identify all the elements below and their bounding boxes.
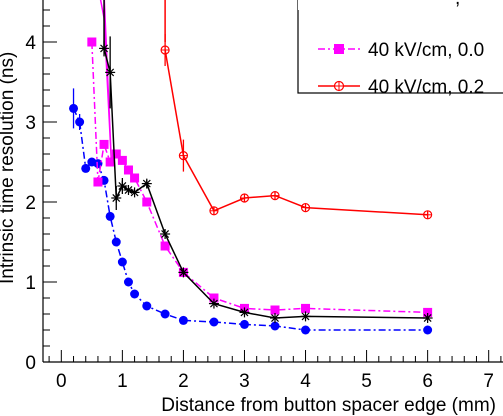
data-point — [129, 187, 140, 198]
legend-top-fill — [298, 0, 503, 10]
offscreen-line-0 — [99, 0, 113, 163]
legend-label: 40 kV/cm, 0.0 — [368, 40, 484, 61]
data-point — [270, 313, 280, 323]
data-point — [160, 309, 170, 319]
axes: 0 1 2 3 4 5 6 7 0 1 2 3 4 — [25, 0, 503, 392]
data-point — [105, 157, 115, 167]
data-point — [75, 117, 85, 127]
y-tick-label: 4 — [25, 33, 36, 54]
series-line-1 — [91, 41, 428, 314]
data-point — [87, 37, 97, 47]
data-point — [423, 307, 433, 317]
y-tick-label: 0 — [25, 353, 36, 374]
x-tick-label: 5 — [361, 371, 372, 392]
data-point — [209, 293, 219, 303]
data-point — [105, 67, 116, 78]
data-point — [160, 45, 170, 55]
x-tick-label: 2 — [178, 371, 189, 392]
data-point — [117, 181, 128, 191]
data-point — [99, 43, 110, 54]
data-point — [270, 191, 280, 201]
x-tick-label: 4 — [300, 371, 311, 392]
legend-marker — [333, 80, 345, 92]
legend-partial-entry: , — [455, 0, 460, 9]
data-point — [209, 206, 219, 216]
data-point — [93, 177, 103, 187]
data-point — [117, 155, 127, 165]
data-point — [301, 303, 311, 313]
legend-label: 40 kV/cm, 0.2 — [368, 77, 484, 98]
data-point — [239, 319, 249, 329]
data-point — [300, 311, 311, 322]
data-point — [105, 211, 115, 221]
data-point — [270, 305, 280, 315]
y-axis-label: Intrinsic time resolution (ns) — [0, 52, 18, 284]
data-point — [142, 197, 152, 207]
x-tick-label: 1 — [117, 371, 128, 392]
data-point — [141, 178, 152, 189]
y-tick-label: 3 — [25, 113, 36, 134]
data-point — [111, 149, 121, 159]
data-point — [111, 193, 122, 203]
data-point — [99, 139, 109, 149]
data-point — [178, 315, 188, 325]
data-point — [270, 321, 280, 331]
data-point — [178, 151, 189, 161]
x-tick-label: 3 — [239, 371, 250, 392]
data-point — [69, 103, 79, 113]
data-point — [239, 193, 250, 203]
data-point — [160, 229, 171, 239]
data-point — [178, 267, 189, 278]
data-point — [123, 165, 133, 175]
data-point — [123, 277, 133, 287]
x-axis-label: Distance from button spacer edge (mm) — [161, 395, 496, 416]
data-point — [300, 203, 311, 213]
data-point — [239, 307, 250, 318]
y-tick-label: 2 — [25, 193, 36, 214]
data-point — [422, 313, 433, 323]
legend-box — [297, 0, 503, 94]
y-tick-label: 1 — [25, 273, 36, 294]
data-point — [81, 163, 91, 173]
data-point — [160, 241, 170, 251]
data-point — [208, 298, 219, 309]
data-point — [111, 237, 121, 247]
data-point — [117, 257, 127, 267]
legend: , 40 kV/cm, 0.0 40 kV/cm, 0.2 — [297, 0, 503, 98]
data-point — [130, 289, 140, 299]
data-point — [423, 210, 433, 220]
x-tick-label: 7 — [483, 371, 494, 392]
x-tick-label: 0 — [56, 371, 67, 392]
data-point — [301, 325, 311, 335]
plot-area — [69, 0, 433, 335]
data-point — [130, 173, 140, 183]
series-line-0 — [72, 108, 428, 331]
data-point — [142, 301, 152, 311]
series-line-2 — [103, 48, 428, 319]
data-point — [209, 317, 219, 327]
x-tick-label: 6 — [422, 371, 433, 392]
data-point — [423, 325, 433, 335]
legend-marker — [334, 44, 344, 54]
